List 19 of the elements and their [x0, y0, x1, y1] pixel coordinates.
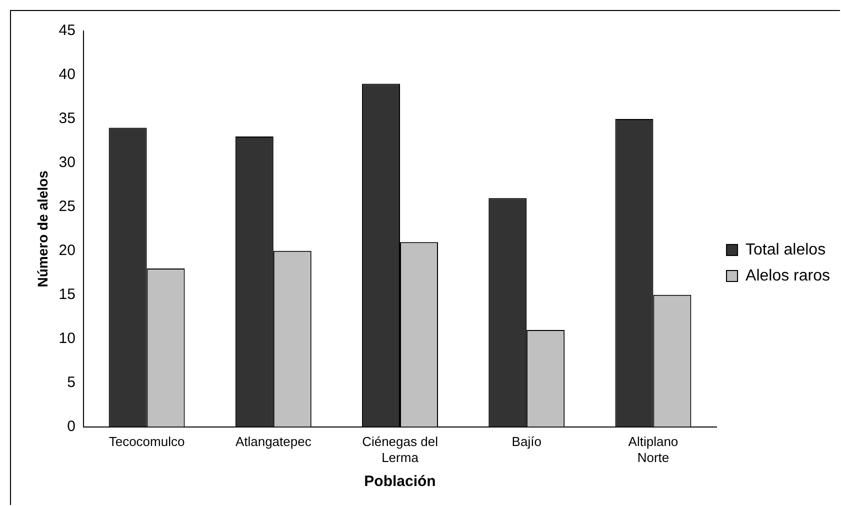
x-tick-label: Bajío [512, 434, 542, 450]
y-tick-label: 25 [58, 198, 76, 216]
x-axis-title: Población [364, 473, 436, 490]
y-tick-label: 0 [67, 418, 76, 435]
x-tick-label: Tecocomulco [108, 434, 185, 450]
y-tick-label: 40 [58, 66, 76, 84]
y-tick-label: 30 [58, 154, 76, 172]
y-tick-label: 20 [58, 242, 76, 260]
y-tick-label: 15 [58, 286, 76, 304]
legend-label: Total alelos [746, 241, 826, 258]
legend-label: Alelos raros [746, 267, 830, 284]
x-tick-label: Atlangatepec [235, 434, 312, 450]
y-tick-label: 35 [58, 110, 76, 128]
y-tick-label: 45 [58, 22, 76, 40]
y-axis-title: Número de alelos [34, 170, 50, 288]
y-tick-label: 5 [67, 374, 76, 391]
x-tick-label: Ciénegas del Lerma [362, 434, 438, 465]
y-tick-label: 10 [58, 330, 76, 347]
x-tick-label: Altiplano Norte [628, 434, 678, 465]
